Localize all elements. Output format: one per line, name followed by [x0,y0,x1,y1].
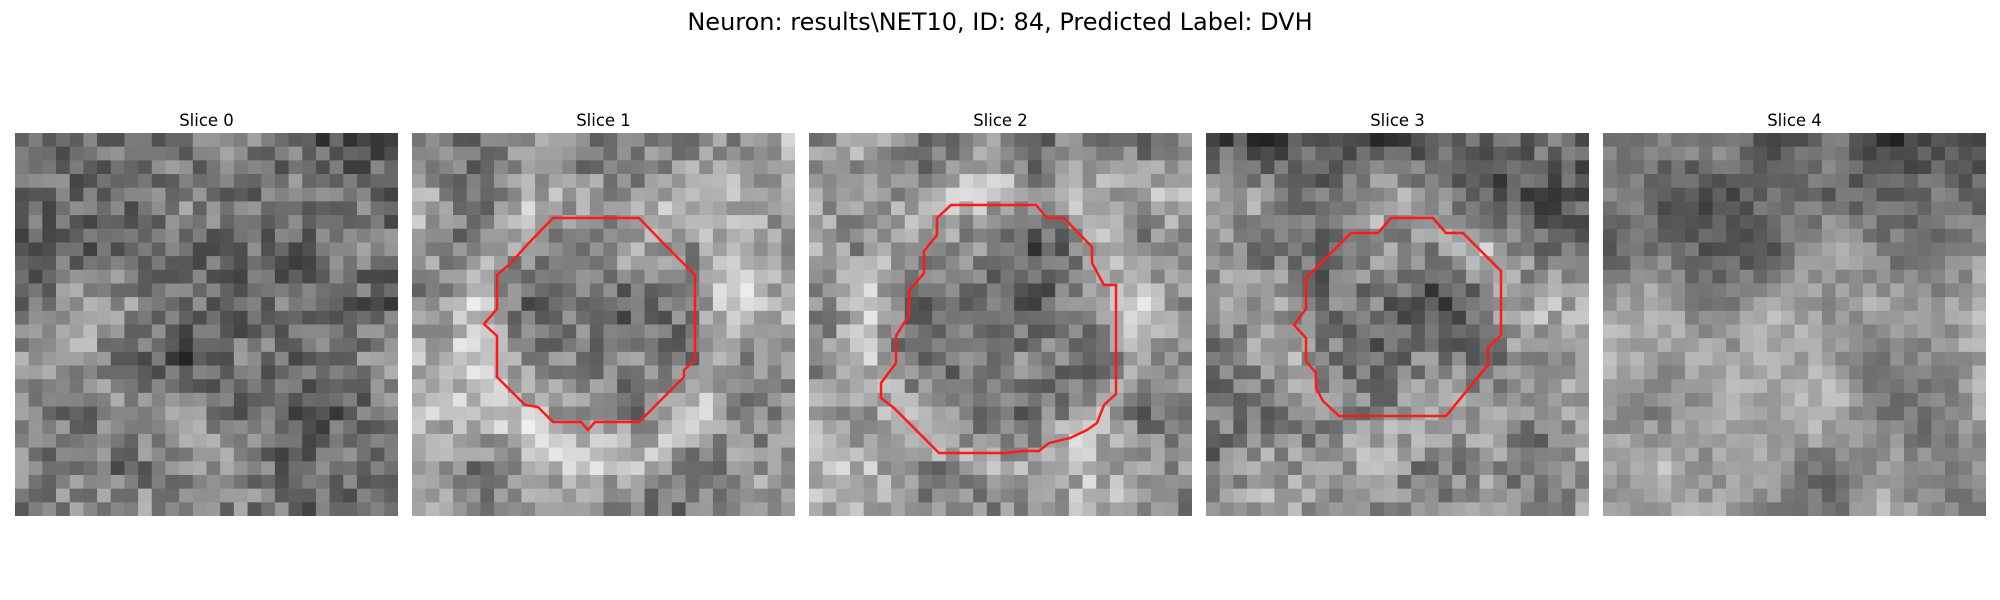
slice-title-0: Slice 0 [179,111,234,130]
slice-title-3: Slice 3 [1370,111,1425,130]
slice-title-2: Slice 2 [973,111,1028,130]
slice-title-1: Slice 1 [576,111,631,130]
slice-panel-1: Slice 1 [412,108,795,516]
slice-panel-2: Slice 2 [809,108,1192,516]
slice-panel-4: Slice 4 [1603,108,1986,516]
slice-panel-0: Slice 0 [15,108,398,516]
slice-title-4: Slice 4 [1767,111,1822,130]
slice-image-3 [1206,133,1589,516]
roi-outline [1292,216,1503,418]
slice-image-0 [15,133,398,516]
slice-panel-3: Slice 3 [1206,108,1589,516]
slice-image-1 [412,133,795,516]
roi-outline [482,216,697,432]
slice-image-4 [1603,133,1986,516]
figure-title: Neuron: results\NET10, ID: 84, Predicted… [687,8,1313,36]
roi-outline [879,203,1118,455]
slice-image-2 [809,133,1192,516]
